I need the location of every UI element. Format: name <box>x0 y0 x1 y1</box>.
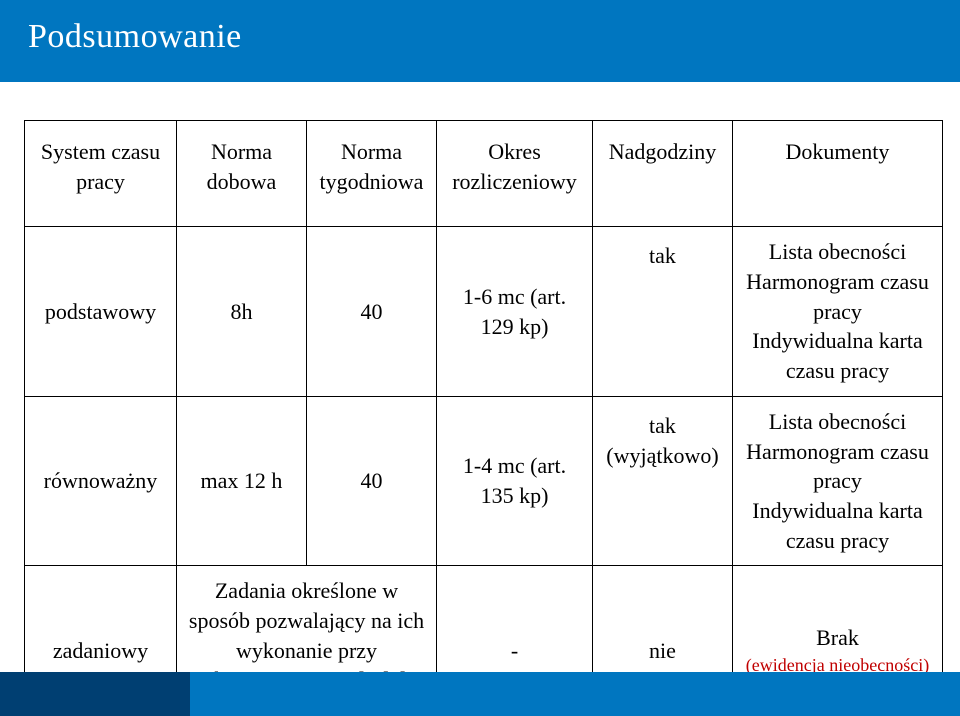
footer-right-block <box>190 672 960 716</box>
doc-line: Harmonogram czasu pracy <box>741 437 934 496</box>
th-dokumenty: Dokumenty <box>733 121 943 227</box>
th-nadgodziny: Nadgodziny <box>593 121 733 227</box>
cell-system: równoważny <box>25 396 177 565</box>
summary-table: System czasu pracy Norma dobowa Norma ty… <box>24 120 943 716</box>
doc-line: Lista obecności <box>741 407 934 437</box>
doc-line: Lista obecności <box>741 237 934 267</box>
th-okres: Okres rozliczeniowy <box>437 121 593 227</box>
cell-dokumenty: Lista obecności Harmonogram czasu pracy … <box>733 396 943 565</box>
table-header-row: System czasu pracy Norma dobowa Norma ty… <box>25 121 943 227</box>
th-dobowa: Norma dobowa <box>177 121 307 227</box>
footer-left-block <box>0 672 190 716</box>
okres-line2: 129 kp) <box>481 314 549 339</box>
doc-line: Harmonogram czasu pracy <box>741 267 934 326</box>
cell-dobowa: max 12 h <box>177 396 307 565</box>
nadgodziny-line2: (wyjątkowo) <box>606 443 718 468</box>
nadgodziny-line1: tak <box>649 413 676 438</box>
footer-bar <box>0 672 960 716</box>
cell-nadgodziny: tak (wyjątkowo) <box>593 396 733 565</box>
cell-system: podstawowy <box>25 227 177 396</box>
slide: Podsumowanie System czasu pracy Norma do… <box>0 0 960 716</box>
cell-dobowa: 8h <box>177 227 307 396</box>
cell-tygodniowa: 40 <box>307 396 437 565</box>
doc-line: Indywidualna karta czasu pracy <box>741 326 934 385</box>
okres-line1: 1-4 mc (art. <box>463 453 566 478</box>
cell-tygodniowa: 40 <box>307 227 437 396</box>
table-row: równoważny max 12 h 40 1-4 mc (art. 135 … <box>25 396 943 565</box>
doc-line: Indywidualna karta czasu pracy <box>741 496 934 555</box>
th-tygodniowa: Norma tygodniowa <box>307 121 437 227</box>
cell-dokumenty: Lista obecności Harmonogram czasu pracy … <box>733 227 943 396</box>
cell-nadgodziny: tak <box>593 227 733 396</box>
okres-line1: 1-6 mc (art. <box>463 284 566 309</box>
th-system: System czasu pracy <box>25 121 177 227</box>
page-title: Podsumowanie <box>28 18 932 56</box>
okres-line2: 135 kp) <box>481 483 549 508</box>
doc-line-brak: Brak <box>741 623 934 653</box>
cell-okres: 1-6 mc (art. 129 kp) <box>437 227 593 396</box>
content-area: System czasu pracy Norma dobowa Norma ty… <box>0 82 960 716</box>
cell-okres: 1-4 mc (art. 135 kp) <box>437 396 593 565</box>
table-row: podstawowy 8h 40 1-6 mc (art. 129 kp) ta… <box>25 227 943 396</box>
title-bar: Podsumowanie <box>0 0 960 82</box>
